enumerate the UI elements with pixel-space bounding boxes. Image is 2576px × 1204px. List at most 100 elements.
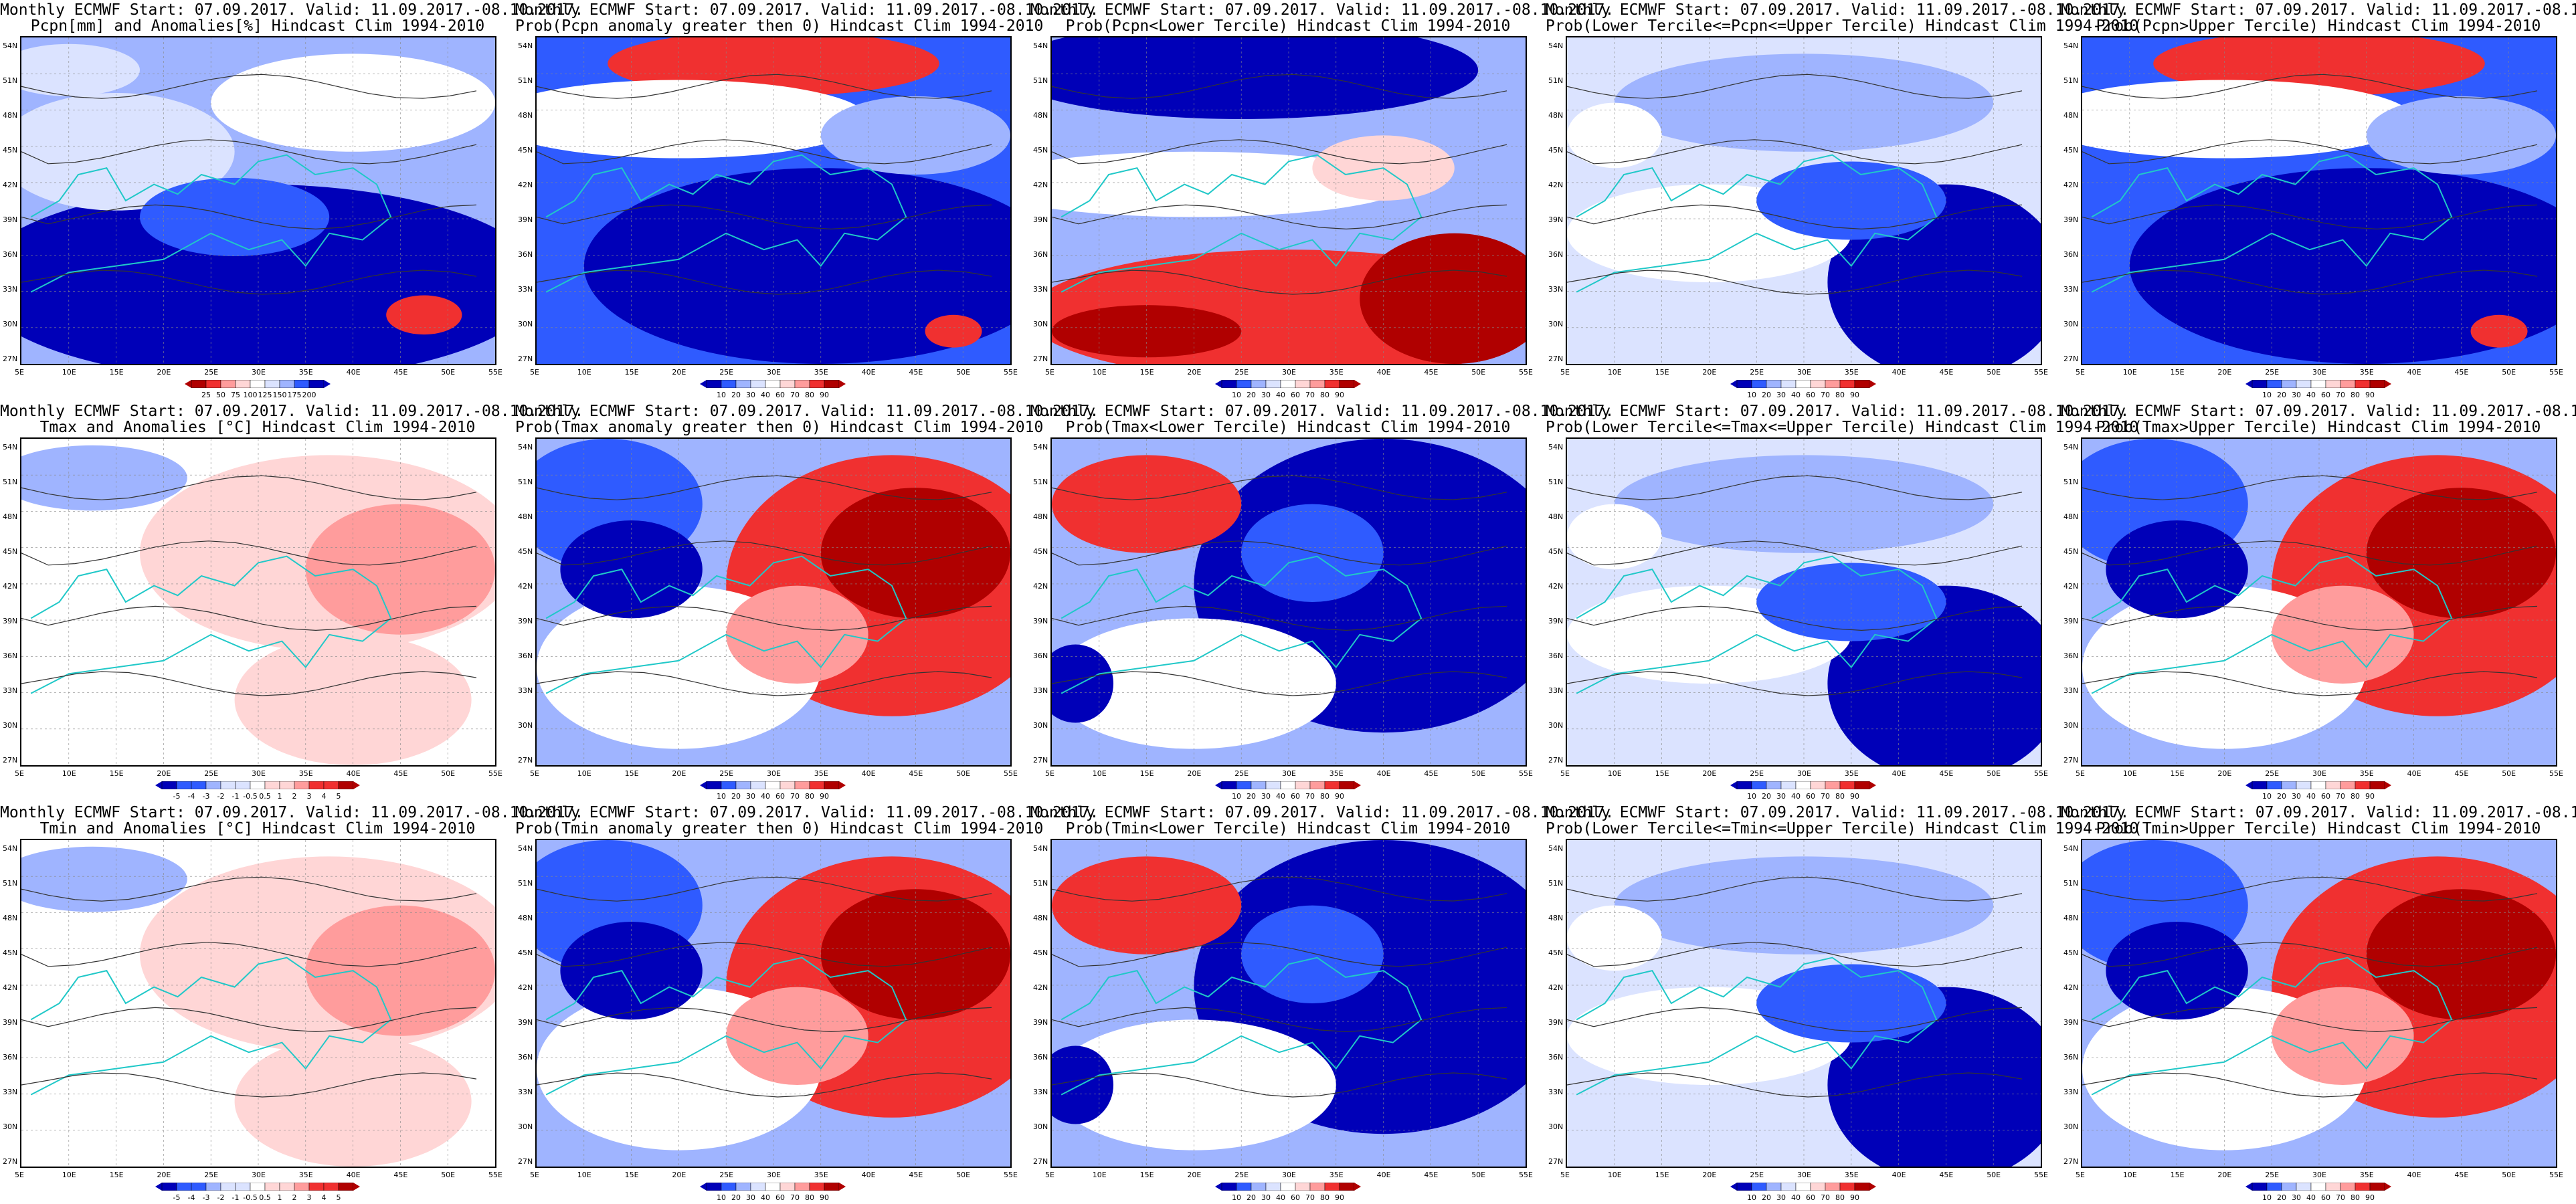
colorbar-label: 20 bbox=[1762, 792, 1771, 801]
colorbar-segment bbox=[1280, 1183, 1296, 1191]
colorbar-label: 90 bbox=[2365, 391, 2375, 399]
longitude-label: 25E bbox=[2265, 1171, 2280, 1179]
colorbar-label: 10 bbox=[1747, 792, 1756, 801]
longitude-label: 30E bbox=[1282, 1171, 1296, 1179]
latitude-label: 51N bbox=[1033, 879, 1048, 888]
colorbar-arrow-left bbox=[155, 1183, 162, 1191]
colorbar-label: 75 bbox=[231, 391, 240, 399]
colorbar-segment bbox=[161, 781, 177, 789]
colorbar bbox=[1215, 380, 1361, 388]
colorbar-bar bbox=[1730, 380, 1876, 388]
latitude-label: 45N bbox=[3, 948, 18, 957]
colorbar-segment bbox=[1795, 781, 1811, 789]
map-area bbox=[20, 839, 496, 1168]
longitude-label: 15E bbox=[109, 368, 124, 377]
longitude-label: 30E bbox=[1797, 1171, 1811, 1179]
latitude-label: 36N bbox=[1033, 651, 1048, 660]
shaded-area bbox=[305, 504, 495, 635]
colorbar-label: 60 bbox=[1291, 792, 1300, 801]
map-svg bbox=[1052, 840, 1526, 1167]
colorbar-segment bbox=[735, 380, 751, 388]
colorbar-segment bbox=[323, 781, 339, 789]
colorbar-segment bbox=[205, 1183, 221, 1191]
colorbar-label: 60 bbox=[775, 1193, 785, 1202]
longitude-label: 50E bbox=[1471, 769, 1486, 778]
colorbar-segment bbox=[2251, 781, 2268, 789]
coastline bbox=[545, 957, 907, 1096]
colorbar-label: 70 bbox=[1305, 1193, 1315, 1202]
longitude-label: 30E bbox=[1797, 769, 1811, 778]
colorbar-label: 40 bbox=[1276, 1193, 1285, 1202]
latitude-label: 51N bbox=[2063, 76, 2079, 85]
colorbar-segment bbox=[2310, 380, 2326, 388]
latitude-label: 54N bbox=[2063, 844, 2079, 853]
contour-line bbox=[1052, 74, 1507, 99]
colorbar-segment bbox=[824, 380, 840, 388]
latitude-label: 30N bbox=[1548, 1122, 1564, 1131]
latitude-label: 33N bbox=[1548, 285, 1564, 294]
latitude-label: 45N bbox=[1033, 948, 1048, 957]
colorbar-label: 90 bbox=[820, 792, 829, 801]
latitude-label: 45N bbox=[518, 146, 533, 155]
colorbar-arrow-right bbox=[1869, 1183, 1876, 1191]
latitude-label: 45N bbox=[3, 547, 18, 556]
colorbar-arrow-left bbox=[700, 781, 707, 789]
longitude-label: 10E bbox=[62, 368, 76, 377]
latitude-label: 45N bbox=[1548, 948, 1564, 957]
contour-line bbox=[537, 605, 992, 631]
colorbar-segment bbox=[279, 781, 295, 789]
latitude-label: 33N bbox=[3, 285, 18, 294]
map-area bbox=[20, 437, 496, 767]
shaded-area bbox=[560, 520, 703, 619]
latitude-label: 54N bbox=[518, 844, 533, 853]
longitude-label: 15E bbox=[624, 368, 639, 377]
panel-title-line2: Tmin and Anomalies [°C] Hindcast Clim 19… bbox=[39, 820, 476, 837]
longitude-label: 35E bbox=[298, 368, 313, 377]
map-panel-tmax-prob-middle: Monthly ECMWF Start: 07.09.2017. Valid: … bbox=[1546, 401, 2138, 803]
colorbar-segment bbox=[1839, 781, 1855, 789]
latitude-label: 42N bbox=[1548, 983, 1564, 992]
colorbar-label: 125 bbox=[258, 391, 272, 399]
latitude-label: 27N bbox=[1033, 1157, 1048, 1166]
latitude-label: 27N bbox=[3, 756, 18, 765]
contour-line bbox=[2082, 876, 2538, 902]
colorbar-label: 30 bbox=[1776, 792, 1786, 801]
latitude-label: 54N bbox=[3, 41, 18, 50]
panel-title-line1: Monthly ECMWF Start: 07.09.2017. Valid: … bbox=[515, 804, 1099, 821]
contour-line bbox=[21, 204, 477, 230]
contour-line bbox=[1567, 540, 2023, 566]
colorbar-label: 175 bbox=[287, 391, 302, 399]
colorbar-segment bbox=[2266, 1183, 2282, 1191]
colorbar-segment bbox=[2355, 1183, 2371, 1191]
map-panel-tmax-anom: Monthly ECMWF Start: 07.09.2017. Valid: … bbox=[0, 401, 583, 803]
longitude-label: 35E bbox=[298, 1171, 313, 1179]
colorbar-arrow-right bbox=[839, 781, 846, 789]
latitude-label: 30N bbox=[518, 320, 533, 328]
colorbar-label: 30 bbox=[746, 792, 755, 801]
longitude-label: 55E bbox=[2034, 769, 2048, 778]
colorbar-arrow-right bbox=[353, 781, 360, 789]
colorbar-arrow-left bbox=[2245, 781, 2252, 789]
contour-line bbox=[2082, 1072, 2538, 1098]
colorbar-arrow-right bbox=[1869, 781, 1876, 789]
colorbar-segment bbox=[235, 380, 251, 388]
map-area bbox=[2081, 839, 2557, 1168]
shaded-area bbox=[2106, 520, 2248, 619]
colorbar-segment bbox=[1766, 781, 1782, 789]
colorbar-segment bbox=[1236, 1183, 1252, 1191]
colorbar-segment bbox=[308, 781, 325, 789]
map-panel-pcpn-prob-lower: Monthly ECMWF Start: 07.09.2017. Valid: … bbox=[1030, 0, 1614, 401]
latitude-label: 30N bbox=[518, 721, 533, 730]
colorbar-segment bbox=[1265, 1183, 1281, 1191]
longitude-label: 30E bbox=[2312, 368, 2326, 377]
colorbar-label: -5 bbox=[173, 1193, 181, 1202]
coastline bbox=[1576, 957, 1938, 1096]
latitude-label: 42N bbox=[518, 582, 533, 591]
longitude-label: 15E bbox=[624, 1171, 639, 1179]
colorbar-segment bbox=[1309, 781, 1325, 789]
colorbar-label: -3 bbox=[202, 1193, 210, 1202]
longitude-label: 5E bbox=[1560, 1171, 1570, 1179]
longitude-label: 45E bbox=[393, 769, 408, 778]
colorbar-segment bbox=[1265, 380, 1281, 388]
colorbar-segment bbox=[323, 1183, 339, 1191]
